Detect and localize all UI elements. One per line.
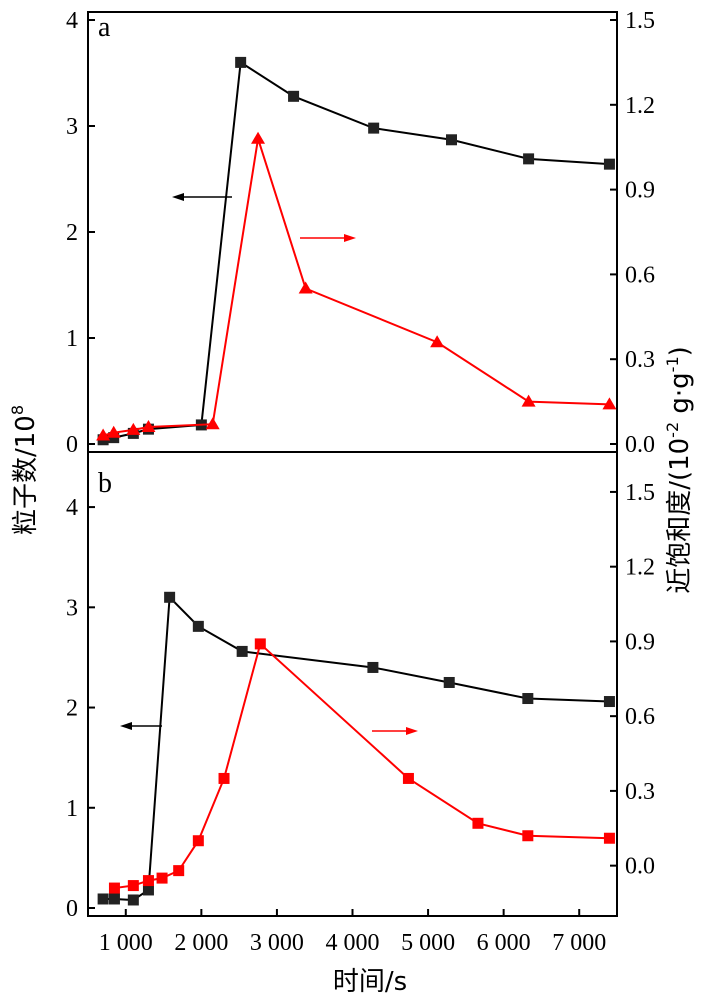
data-point-right xyxy=(298,281,313,294)
data-point-left xyxy=(164,591,176,603)
data-point-right xyxy=(522,830,534,842)
series-line-left xyxy=(103,595,610,901)
data-point-right xyxy=(192,835,204,847)
data-point-right xyxy=(430,335,445,348)
data-point-left xyxy=(443,676,455,688)
data-point-right xyxy=(142,875,154,887)
data-point-left xyxy=(108,893,120,905)
data-point-left xyxy=(522,693,534,705)
data-point-left xyxy=(192,620,204,632)
data-point-right xyxy=(156,872,168,884)
x-tick-label: 1 000 xyxy=(99,930,153,956)
left-tick-label: 0 xyxy=(66,896,78,922)
x-tick-label: 4 000 xyxy=(326,930,380,956)
data-point-right xyxy=(472,817,484,829)
left-axis-title: 粒子数/108 xyxy=(8,405,41,535)
data-point-left xyxy=(367,661,379,673)
right-tick-label: 1.5 xyxy=(625,480,655,506)
data-point-right xyxy=(205,417,220,430)
right-tick-label: 0.0 xyxy=(625,854,655,880)
panel-frame xyxy=(87,11,618,453)
series-line-left xyxy=(102,60,610,441)
data-point-left xyxy=(236,645,248,657)
data-point-right xyxy=(173,865,185,877)
arrow-head-right xyxy=(406,727,418,735)
data-point-right xyxy=(602,397,617,410)
right-tick-label: 1.2 xyxy=(625,555,655,581)
series-line-right xyxy=(114,642,610,890)
left-tick-label: 1 xyxy=(66,796,78,822)
right-tick-label: 1.5 xyxy=(625,8,655,34)
x-tick-label: 3 000 xyxy=(250,930,304,956)
x-axis-title: 时间/s xyxy=(333,967,407,997)
right-tick-label: 0.6 xyxy=(625,704,655,730)
data-point-right xyxy=(108,882,120,894)
x-tick-label: 5 000 xyxy=(401,930,455,956)
data-point-right xyxy=(96,428,111,441)
x-tick-label: 7 000 xyxy=(552,930,606,956)
panel-label: a xyxy=(98,12,111,43)
data-point-left xyxy=(445,134,457,146)
left-tick-label: 2 xyxy=(66,220,78,246)
data-point-right xyxy=(521,394,536,407)
data-point-left xyxy=(97,893,109,905)
data-point-right xyxy=(218,772,230,784)
panel-frame xyxy=(87,451,618,917)
x-tick-label: 6 000 xyxy=(477,930,531,956)
data-point-left xyxy=(523,153,535,165)
panel-a: 0 1 2 3 4 0.0 0.3 0.6 0.9 1.2 1.5 a xyxy=(66,8,655,458)
left-tick-label: 3 xyxy=(66,595,78,621)
arrow-head-right xyxy=(344,234,356,242)
data-point-right xyxy=(127,880,139,892)
data-point-left xyxy=(288,90,300,102)
data-point-left xyxy=(603,696,615,708)
data-point-right xyxy=(251,131,266,144)
data-point-right xyxy=(254,638,266,650)
chart-panels: 0 1 2 3 4 0.0 0.3 0.6 0.9 1.2 1.5 a 0 1 2 3 4 0.0 0.3 0.6 0.… xyxy=(66,8,655,956)
x-tick-label: 2 000 xyxy=(174,930,228,956)
right-tick-label: 0.9 xyxy=(625,629,655,655)
panel-label: b xyxy=(98,468,112,499)
data-point-left xyxy=(235,56,247,68)
data-point-right xyxy=(126,422,141,435)
left-tick-label: 0 xyxy=(66,432,78,458)
right-tick-label: 0.0 xyxy=(625,432,655,458)
data-point-left xyxy=(142,884,154,896)
arrow-head-left xyxy=(120,722,132,730)
left-tick-label: 1 xyxy=(66,326,78,352)
left-tick-label: 4 xyxy=(66,495,78,521)
data-point-left xyxy=(368,122,380,134)
series-line-right xyxy=(102,138,610,437)
panel-b: 0 1 2 3 4 0.0 0.3 0.6 0.9 1.2 1.5 1 000 2 000 3 000 4 … xyxy=(66,451,655,956)
left-tick-label: 2 xyxy=(66,696,78,722)
right-tick-label: 0.3 xyxy=(625,779,655,805)
right-tick-label: 0.3 xyxy=(625,347,655,373)
arrow-head-left xyxy=(172,193,184,201)
right-tick-label: 0.9 xyxy=(625,178,655,204)
data-point-left xyxy=(127,894,139,906)
data-point-right xyxy=(603,832,615,844)
right-tick-label: 1.2 xyxy=(625,93,655,119)
data-point-right xyxy=(141,420,156,433)
left-tick-label: 3 xyxy=(66,114,78,140)
right-tick-label: 0.6 xyxy=(625,262,655,288)
data-point-right xyxy=(106,425,121,438)
data-point-right xyxy=(402,772,414,784)
data-point-left xyxy=(603,158,615,170)
right-axis-title: 近饱和度/(10-2 g·g-1) xyxy=(663,346,695,594)
left-tick-label: 4 xyxy=(66,8,78,34)
